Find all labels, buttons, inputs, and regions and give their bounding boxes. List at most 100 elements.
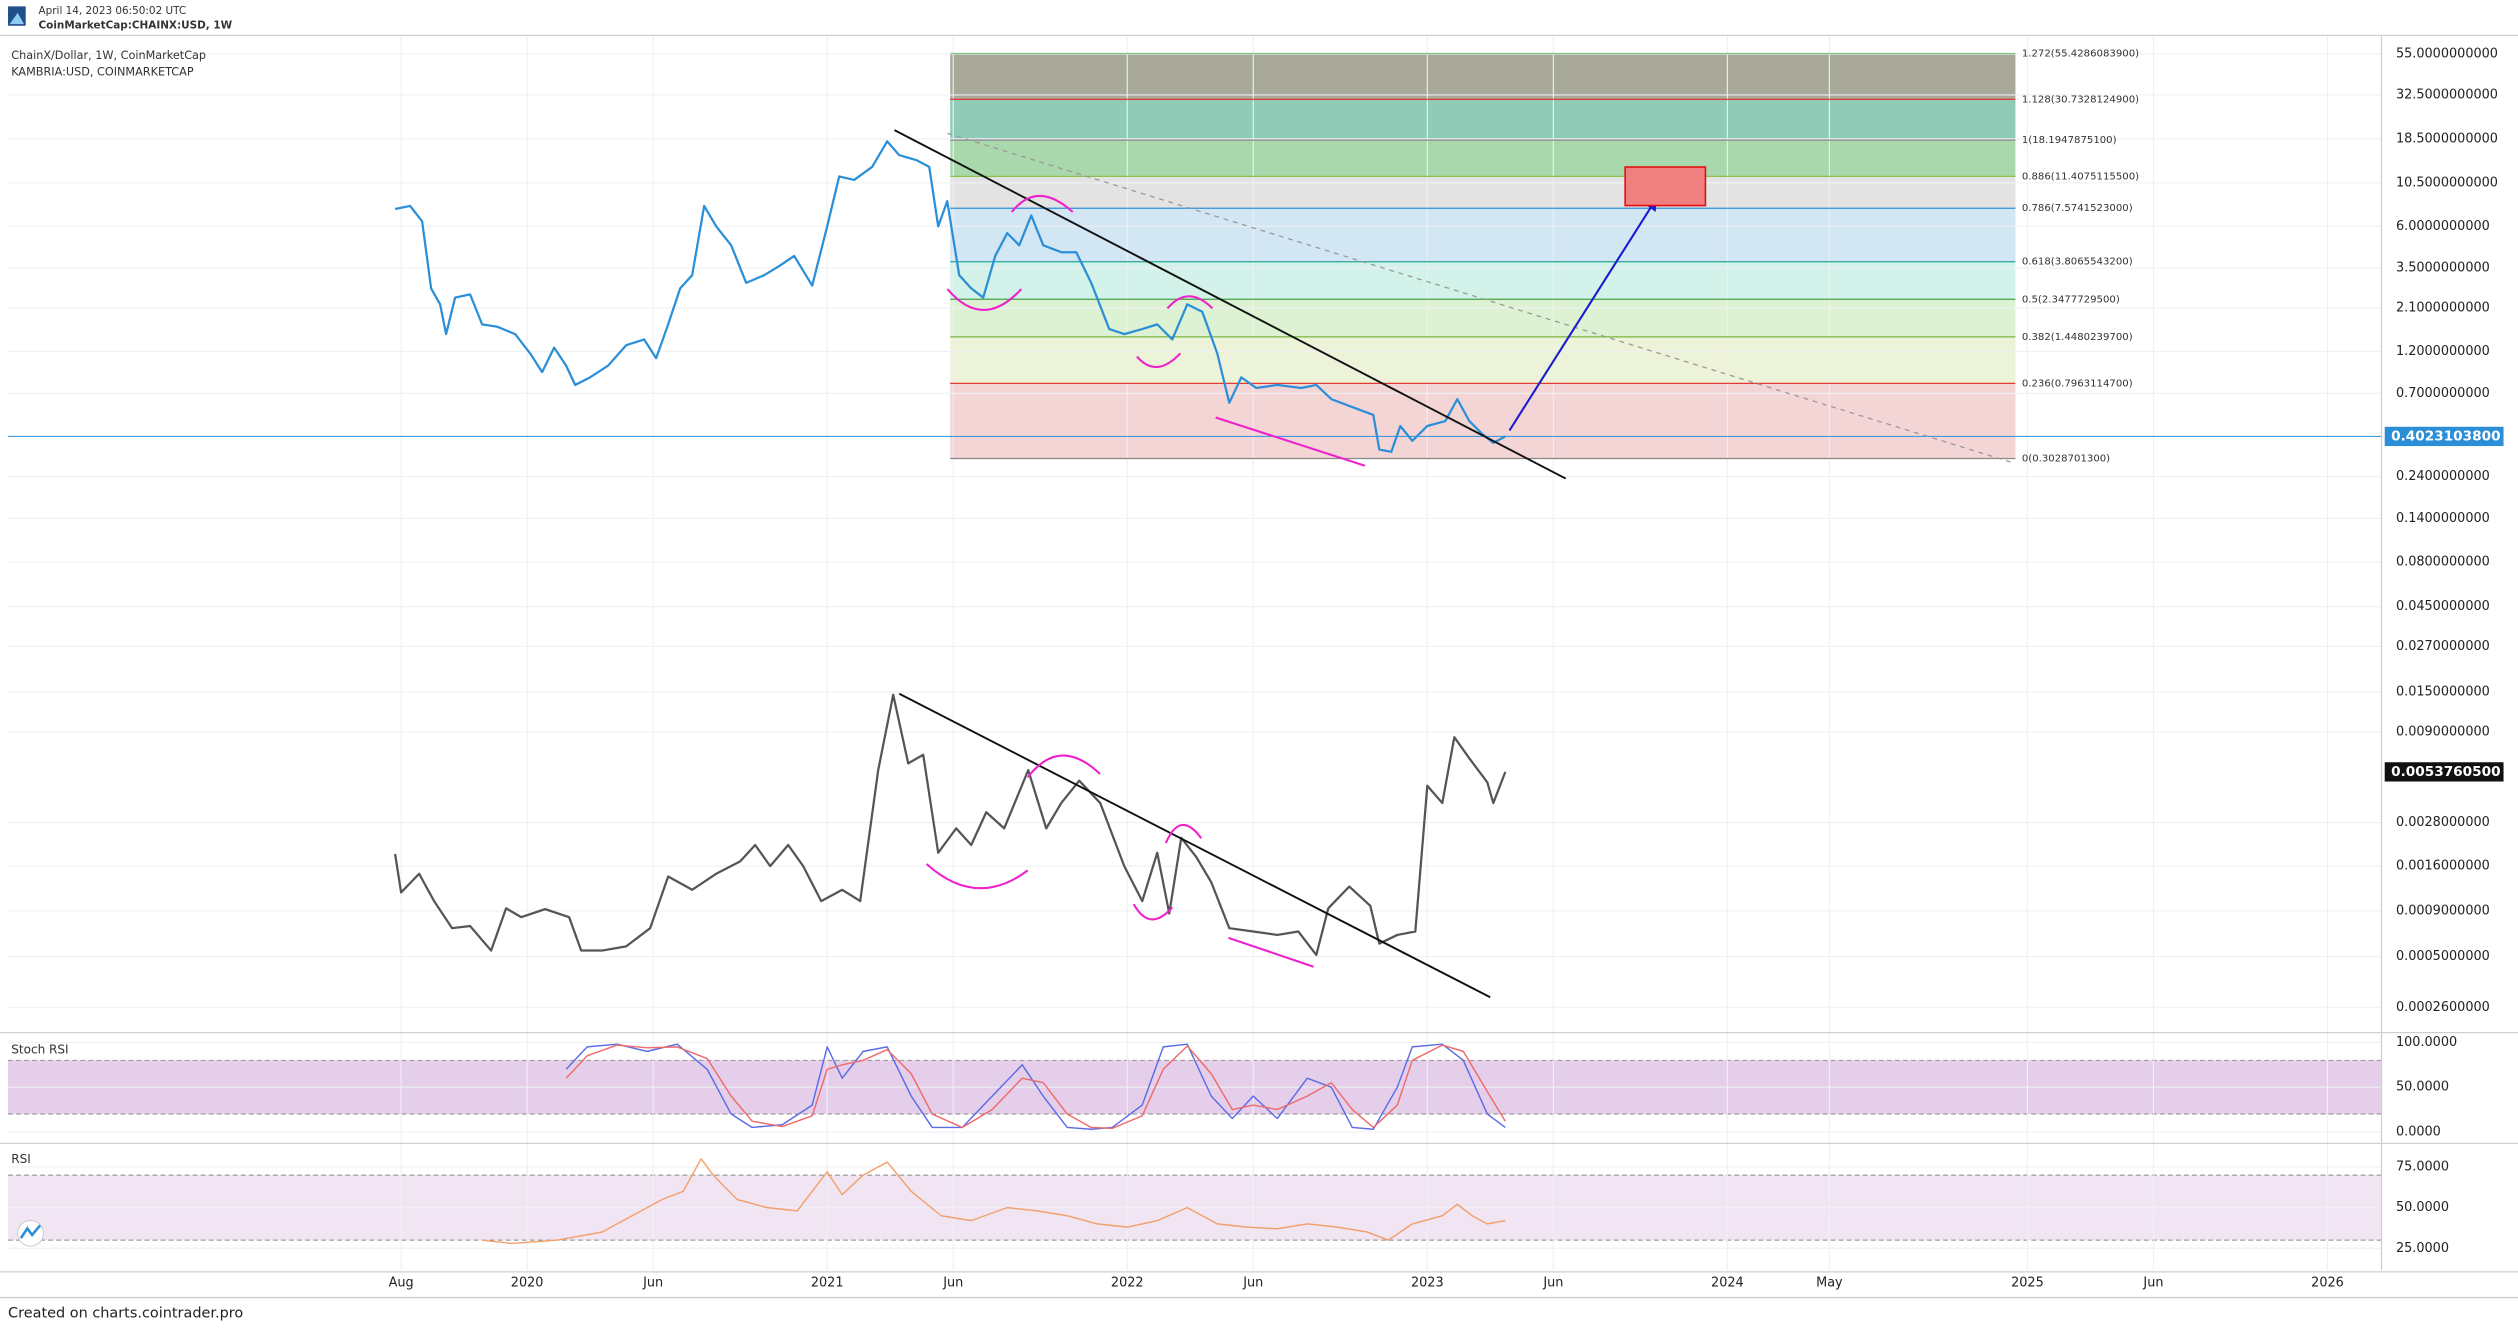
fib-label: 0(0.3028701300) bbox=[2022, 453, 2110, 464]
series-line bbox=[565, 1043, 1506, 1130]
arc bbox=[1026, 754, 1101, 778]
tv-badge-mark bbox=[19, 1224, 42, 1239]
x-tick-label: Jun bbox=[642, 1276, 663, 1291]
series-line bbox=[393, 693, 1507, 957]
last-value-label: 0.0053760500 bbox=[2391, 764, 2500, 780]
logo-mark bbox=[9, 12, 25, 25]
arc bbox=[1166, 295, 1214, 310]
y-tick-label: 32.5000000000 bbox=[2396, 87, 2498, 102]
arrow bbox=[1508, 201, 1655, 431]
trendline bbox=[898, 692, 1491, 999]
arc bbox=[925, 863, 1029, 890]
fib-band bbox=[950, 299, 2016, 337]
fib-label: 1.272(55.4286083900) bbox=[2022, 48, 2139, 59]
fib-band bbox=[950, 383, 2016, 459]
fib-label: 0.886(11.4075115500) bbox=[2022, 171, 2139, 182]
fib-band bbox=[950, 176, 2016, 209]
y-tick-label: 0.0016000000 bbox=[2396, 859, 2490, 874]
under-layer bbox=[8, 35, 2382, 1271]
y-tick-label: 0.0009000000 bbox=[2396, 903, 2490, 918]
last-value-tag bbox=[2384, 762, 2504, 782]
y-tick-label: 0.7000000000 bbox=[2396, 386, 2490, 401]
header-date: April 14, 2023 06:50:02 UTC bbox=[39, 5, 187, 17]
fib-band bbox=[950, 261, 2016, 300]
y-tick-label: 55.0000000000 bbox=[2396, 47, 2498, 62]
fib-label: 0.382(1.4480239700) bbox=[2022, 332, 2133, 343]
divergence-line bbox=[1228, 936, 1314, 968]
y-tick-label: 0.0005000000 bbox=[2396, 949, 2490, 964]
y-tick-label: 0.0270000000 bbox=[2396, 639, 2490, 654]
x-tick-label: 2020 bbox=[511, 1276, 544, 1291]
fib-label: 0.236(0.7963114700) bbox=[2022, 378, 2133, 389]
x-tick-label: Aug bbox=[389, 1276, 414, 1291]
y-tick-label: 1.2000000000 bbox=[2396, 344, 2490, 359]
y-tick-label: 25.0000 bbox=[2396, 1241, 2449, 1256]
y-tick-label: 6.0000000000 bbox=[2396, 219, 2490, 234]
x-tick-label: 2023 bbox=[1411, 1276, 1444, 1291]
arc bbox=[946, 288, 1023, 311]
label-layer: 1.272(55.4286083900) 1.128(30.7328124900)… bbox=[11, 47, 2504, 1291]
y-tick-label: 100.0000 bbox=[2396, 1035, 2457, 1050]
annotations bbox=[894, 129, 2013, 999]
y-tick-label: 2.1000000000 bbox=[2396, 300, 2490, 315]
x-tick-label: May bbox=[1816, 1276, 1843, 1291]
arc bbox=[1010, 195, 1074, 213]
y-tick-label: 0.2400000000 bbox=[2396, 469, 2490, 484]
y-tick-label: 50.0000 bbox=[2396, 1080, 2449, 1095]
pane-title: RSI bbox=[11, 1152, 31, 1166]
arc bbox=[1164, 823, 1203, 844]
series-line bbox=[565, 1044, 1506, 1130]
x-tick-label: Jun bbox=[1542, 1276, 1563, 1291]
y-tick-label: 0.0000 bbox=[2396, 1124, 2441, 1139]
y-tick-label: 0.0028000000 bbox=[2396, 815, 2490, 830]
x-tick-label: Jun bbox=[1242, 1276, 1263, 1291]
plot-layer bbox=[8, 52, 2382, 1245]
fib-band bbox=[950, 99, 2016, 141]
series-line bbox=[394, 140, 1506, 453]
y-tick-label: 18.5000000000 bbox=[2396, 131, 2498, 146]
y-tick-label: 0.0090000000 bbox=[2396, 724, 2490, 739]
legend-entry: ChainX/Dollar, 1W, CoinMarketCap bbox=[11, 49, 206, 62]
last-value-tag bbox=[2384, 426, 2504, 447]
x-tick-label: 2025 bbox=[2011, 1276, 2044, 1291]
x-tick-label: 2026 bbox=[2311, 1276, 2344, 1291]
fib-band bbox=[950, 53, 2016, 100]
pane-title: Stoch RSI bbox=[11, 1043, 68, 1057]
y-tick-label: 0.1400000000 bbox=[2396, 511, 2490, 526]
y-tick-label: 3.5000000000 bbox=[2396, 261, 2490, 276]
fib-label: 1.128(30.7328124900) bbox=[2022, 94, 2139, 105]
y-tick-label: 75.0000 bbox=[2396, 1159, 2449, 1174]
y-tick-label: 0.0450000000 bbox=[2396, 599, 2490, 614]
fib-band bbox=[950, 140, 2016, 177]
marks bbox=[925, 195, 1366, 968]
x-tick-label: 2024 bbox=[1711, 1276, 1744, 1291]
fib-trend bbox=[947, 132, 2013, 464]
y-tick-label: 0.0002600000 bbox=[2396, 1000, 2490, 1015]
y-tick-label: 50.0000 bbox=[2396, 1200, 2449, 1215]
fib-label: 0.5(2.3477729500) bbox=[2022, 294, 2120, 305]
frame bbox=[0, 34, 2518, 1299]
fib-label: 0.786(7.5741523000) bbox=[2022, 203, 2133, 214]
arc bbox=[1136, 352, 1182, 368]
header-symbol: CoinMarketCap:CHAINX:USD, 1W bbox=[39, 20, 233, 32]
x-tick-label: Jun bbox=[2142, 1276, 2163, 1291]
last-value-label: 0.4023103800 bbox=[2391, 428, 2500, 444]
x-tick-label: Jun bbox=[942, 1276, 963, 1291]
y-tick-label: 0.0800000000 bbox=[2396, 554, 2490, 569]
fib-band bbox=[950, 208, 2016, 262]
arc bbox=[1132, 903, 1174, 921]
y-tick-label: 0.0150000000 bbox=[2396, 685, 2490, 700]
fib-band bbox=[950, 336, 2016, 384]
fib-label: 0.618(3.8065543200) bbox=[2022, 257, 2133, 268]
y-tick-label: 10.5000000000 bbox=[2396, 175, 2498, 190]
legend-entry: KAMBRIA:USD, COINMARKETCAP bbox=[11, 65, 194, 78]
series-line bbox=[482, 1158, 1506, 1245]
fib-label: 1(18.1947875100) bbox=[2022, 135, 2117, 146]
divergence-line bbox=[1215, 416, 1366, 467]
footer: Created on charts.cointrader.pro bbox=[8, 1306, 243, 1322]
trendline bbox=[894, 129, 1567, 480]
x-tick-label: 2021 bbox=[811, 1276, 844, 1291]
target-box bbox=[1624, 166, 1707, 207]
